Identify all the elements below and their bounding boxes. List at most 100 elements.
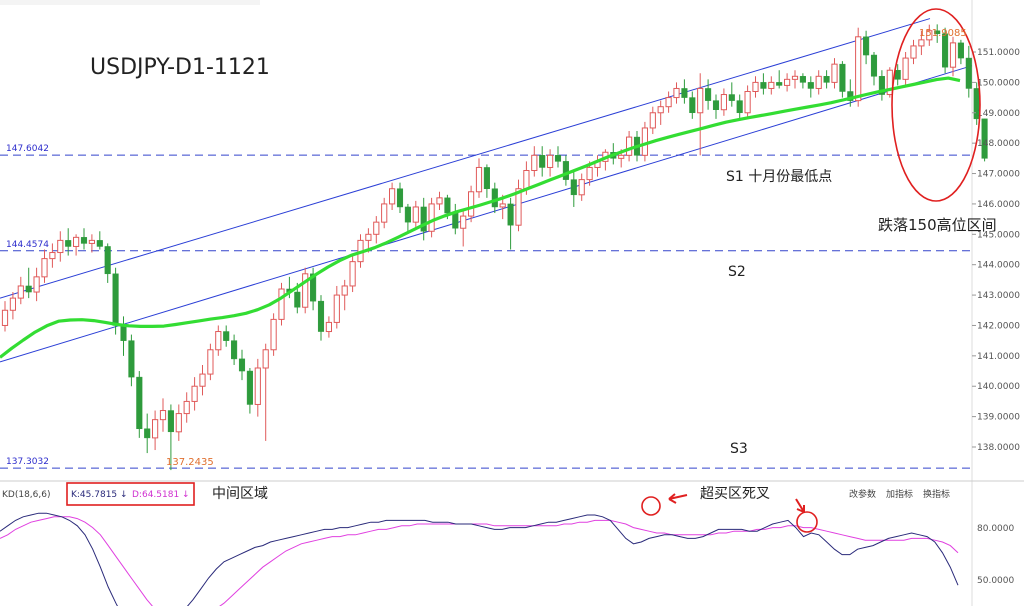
candle-body-down [705, 88, 712, 101]
candle-body-down [231, 340, 238, 360]
top-strip [0, 0, 260, 5]
candle-body-up [578, 179, 585, 196]
candle-body-down [25, 285, 32, 293]
candle-body-down [128, 340, 135, 378]
candle-body-up [365, 233, 372, 241]
candle-body-up [57, 239, 64, 254]
candle-body-up [152, 419, 159, 439]
candle-body-down [294, 291, 301, 308]
candle-body-up [499, 203, 506, 208]
chart-title: USDJPY-D1-1121 [90, 55, 270, 80]
candle-body-down [238, 358, 246, 372]
candle-body-up [468, 191, 475, 217]
y-tick-label: 146.0000 [977, 200, 1020, 210]
candle-body-up [381, 203, 388, 223]
cross-arrow-1 [668, 494, 688, 500]
candle-body-down [246, 370, 253, 405]
level-label: 144.4574 [6, 240, 49, 250]
candle-body-up [9, 297, 16, 311]
cross-arrow-2-head [796, 505, 805, 513]
candle-body-up [586, 166, 593, 181]
candle-body-down [894, 69, 901, 80]
candle-body-up [697, 87, 704, 114]
kd-tick-50: 50.0000 [977, 576, 1014, 586]
candle-body-up [902, 57, 909, 80]
candle-body-down [942, 33, 949, 68]
y-tick-label: 142.0000 [977, 321, 1020, 331]
candle-body-down [483, 167, 490, 189]
candle-body-down [317, 300, 325, 332]
y-tick-label: 150.0000 [977, 78, 1020, 88]
y-tick-label: 151.0000 [977, 48, 1020, 58]
candle-body-up [191, 385, 198, 402]
candle-body-up [475, 166, 483, 193]
candle-body-up [926, 30, 933, 41]
candle-body-down [736, 100, 743, 114]
candle-body-down [167, 410, 174, 433]
channel-upper-line [0, 18, 931, 299]
candle-body-up [657, 106, 664, 114]
candle-body-up [744, 91, 751, 114]
candle-body-up [262, 349, 269, 369]
candle-body-up [33, 276, 40, 293]
kd-button-switch-indicator[interactable]: 换指标 [923, 488, 950, 500]
candle-body-down [112, 273, 119, 326]
candle-body-down [562, 161, 569, 180]
candle-body-up [389, 188, 396, 205]
candle-body-down [823, 76, 830, 83]
candle-body-up [175, 413, 182, 433]
candle-body-up [270, 318, 277, 351]
candle-body-down [776, 82, 783, 86]
candle-body-up [428, 203, 435, 232]
candle-body-up [949, 42, 957, 68]
candle-body-down [539, 155, 546, 168]
drop-highlight-ellipse [891, 8, 981, 202]
y-tick-label: 143.0000 [977, 291, 1020, 301]
kd-button-add-indicator[interactable]: 加指标 [886, 488, 913, 500]
candlesticks [1, 24, 988, 471]
candle-body-up [460, 215, 467, 229]
candle-body-up [302, 273, 309, 308]
y-tick-label: 144.0000 [977, 261, 1020, 271]
candle-body-up [784, 78, 791, 86]
annotation-kd-cross: 超买区死叉 [700, 486, 770, 502]
candle-body-down [310, 273, 317, 302]
kd-button-change-params[interactable]: 改参数 [849, 488, 876, 500]
support-levels: 147.6042 144.4574 137.3032 [0, 144, 972, 469]
candle-body-up [1, 309, 9, 326]
cross-arrow-2 [795, 498, 805, 513]
candle-body-up [752, 81, 759, 92]
candle-body-down [420, 206, 427, 232]
kd-k-arrow: ↓ [120, 490, 128, 500]
candle-body-up [254, 367, 261, 405]
cross-marker-1 [641, 496, 661, 516]
candle-body-up [665, 97, 672, 108]
candle-body-down [491, 188, 498, 208]
y-tick-label: 145.0000 [977, 230, 1020, 240]
candle-body-up [183, 400, 190, 415]
candle-body-down [80, 237, 88, 244]
candle-body-up [373, 221, 380, 235]
candle-body-up [618, 154, 625, 159]
y-tick-label: 141.0000 [977, 352, 1020, 362]
candle-body-down [957, 42, 964, 59]
trend-channel [0, 18, 973, 363]
candle-body-up [436, 197, 443, 205]
candle-body-down [96, 240, 103, 247]
candle-body-down [760, 82, 767, 89]
candle-body-up [515, 188, 522, 226]
y-tick-label: 138.0000 [977, 443, 1020, 453]
candle-body-down [728, 94, 735, 101]
candle-body-up [768, 81, 775, 89]
candle-body-down [554, 155, 562, 162]
candle-body-up [855, 36, 862, 102]
level-label: 137.3032 [6, 457, 49, 467]
candle-body-down [799, 76, 806, 83]
annotation-s2: S2 [728, 264, 746, 280]
candle-body-up [412, 206, 419, 223]
candle-body-up [720, 94, 727, 111]
kd-tick-80: 80.0000 [977, 524, 1014, 534]
candle-body-down [65, 240, 72, 247]
candle-body-up [626, 136, 633, 156]
